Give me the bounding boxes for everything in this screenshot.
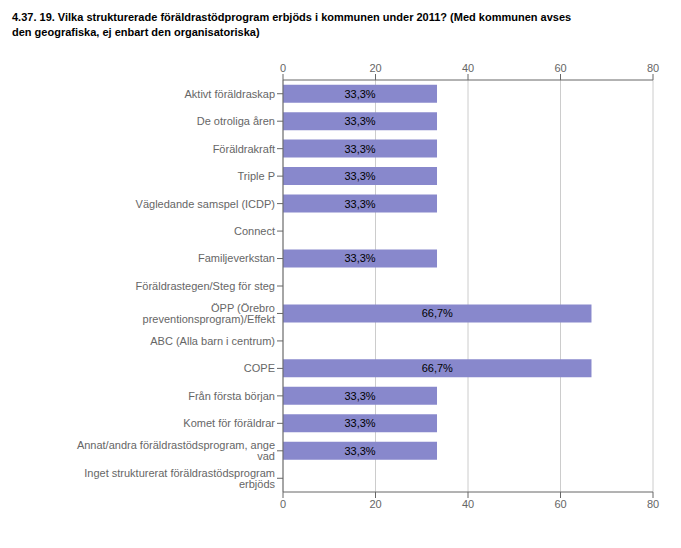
svg-text:60: 60 xyxy=(554,62,566,74)
svg-text:Triple P: Triple P xyxy=(238,170,276,182)
svg-text:33,3%: 33,3% xyxy=(344,390,375,402)
svg-text:Aktivt föräldraskap: Aktivt föräldraskap xyxy=(185,88,275,100)
svg-text:33,3%: 33,3% xyxy=(344,143,375,155)
svg-text:33,3%: 33,3% xyxy=(344,445,375,457)
svg-text:COPE: COPE xyxy=(244,362,275,374)
html-text:4.37. 19. Vilka strukturerade: 4.37. 19. Vilka strukturerade föräldrast… xyxy=(12,11,572,23)
svg-text:33,3%: 33,3% xyxy=(344,417,375,429)
svg-text:20: 20 xyxy=(369,62,381,74)
svg-text:Föräldrakraft: Föräldrakraft xyxy=(213,143,275,155)
svg-text:0: 0 xyxy=(280,498,286,510)
html-text:den geografiska, ej enbart den: den geografiska, ej enbart den organisat… xyxy=(12,26,260,38)
svg-text:De otroliga åren: De otroliga åren xyxy=(197,115,275,127)
svg-text:60: 60 xyxy=(554,498,566,510)
svg-text:66,7%: 66,7% xyxy=(422,307,453,319)
svg-text:33,3%: 33,3% xyxy=(344,88,375,100)
svg-text:Vägledande samspel (ICDP): Vägledande samspel (ICDP) xyxy=(136,198,275,210)
svg-text:Komet för föräldrar: Komet för föräldrar xyxy=(183,417,275,429)
svg-text:80: 80 xyxy=(647,498,659,510)
svg-text:33,3%: 33,3% xyxy=(344,252,375,264)
svg-text:ABC (Alla barn i centrum): ABC (Alla barn i centrum) xyxy=(150,335,275,347)
svg-text:33,3%: 33,3% xyxy=(344,198,375,210)
svg-text:20: 20 xyxy=(369,498,381,510)
svg-text:33,3%: 33,3% xyxy=(344,115,375,127)
svg-text:40: 40 xyxy=(462,498,474,510)
svg-text:Connect: Connect xyxy=(234,225,275,237)
svg-text:40: 40 xyxy=(462,62,474,74)
svg-text:Från första början: Från första början xyxy=(188,390,275,402)
svg-text:Föräldrastegen/Steg för steg: Föräldrastegen/Steg för steg xyxy=(136,280,275,292)
svg-text:ÖPP (Örebropreventionsprogram): ÖPP (Örebropreventionsprogram)/Effekt xyxy=(143,302,275,325)
svg-text:Annat/andra föräldrastödsprogr: Annat/andra föräldrastödsprogram, angeva… xyxy=(77,439,275,462)
svg-text:0: 0 xyxy=(280,62,286,74)
svg-text:Inget strukturerat föräldrastö: Inget strukturerat föräldrastödsprograme… xyxy=(84,467,275,490)
svg-text:80: 80 xyxy=(647,62,659,74)
svg-text:33,3%: 33,3% xyxy=(344,170,375,182)
svg-text:66,7%: 66,7% xyxy=(422,362,453,374)
svg-text:Familjeverkstan: Familjeverkstan xyxy=(198,252,275,264)
